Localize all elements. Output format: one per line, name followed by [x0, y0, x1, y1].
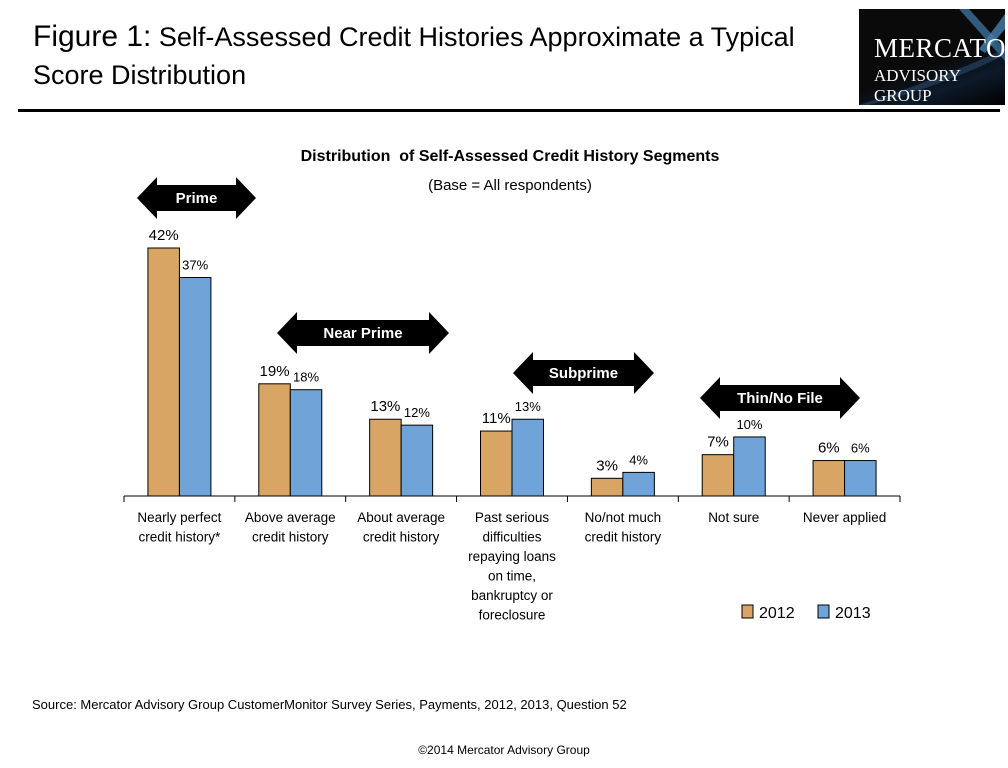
category-label: Not sure: [708, 510, 759, 525]
data-label: 13%: [370, 398, 400, 415]
category-label: Nearly perfect credit history*: [137, 510, 221, 545]
segment-arrow-prime: Prime: [137, 177, 256, 219]
double-arrow-icon: [700, 377, 860, 419]
category-label: Above average credit history: [245, 510, 336, 545]
figure-title: Figure 1: Self-Assessed Credit Histories…: [33, 18, 813, 94]
segment-arrow-thin-no-file: Thin/No File: [700, 377, 860, 419]
category-label: Past serious difficulties repaying loans on…: [468, 510, 556, 623]
legend-swatch-2013: [817, 604, 830, 619]
logo-swoosh-icon: [859, 9, 1005, 105]
logo-text-main: Mercator: [874, 33, 1005, 63]
data-label: 10%: [736, 417, 762, 432]
segment-label: Subprime: [549, 365, 618, 382]
double-arrow-icon: [513, 352, 654, 394]
category-label: No/not much credit history: [585, 510, 662, 545]
bar-2012: [147, 247, 180, 497]
chart-title: Distribution of Self-Assessed Credit His…: [300, 148, 720, 165]
category-label: About average credit history: [357, 510, 445, 545]
segment-arrow-subprime: Subprime: [513, 352, 654, 394]
legend-label: 2013: [835, 605, 871, 622]
bar-2012: [369, 418, 402, 497]
double-arrow-icon: [137, 177, 256, 219]
data-label: 18%: [293, 370, 319, 385]
data-label: 6%: [818, 440, 840, 457]
data-label: 11%: [482, 410, 511, 427]
bar-2012: [480, 430, 513, 497]
category-label: Never applied: [803, 510, 886, 525]
bar-2013: [400, 424, 434, 497]
data-label: 4%: [629, 452, 648, 467]
bar-2013: [622, 471, 655, 497]
segment-label: Near Prime: [323, 325, 402, 342]
mercator-logo: Mercator Advisory Group: [859, 9, 1005, 105]
data-label: 3%: [596, 457, 618, 474]
data-label: 7%: [707, 434, 729, 451]
bar-2012: [258, 383, 291, 497]
copyright: ©2014 Mercator Advisory Group: [418, 743, 590, 757]
double-arrow-icon: [277, 312, 449, 354]
data-label: 12%: [404, 405, 430, 420]
bar-2013: [289, 389, 323, 497]
segment-arrow-near-prime: Near Prime: [277, 312, 449, 354]
segment-label: Thin/No File: [737, 390, 823, 407]
logo-text-sub: Advisory Group: [874, 66, 961, 105]
figure-title-text: Self-Assessed Credit Histories Approxima…: [33, 22, 795, 90]
segment-label: Prime: [176, 190, 218, 207]
chart-subtitle: (Base = All respondents): [428, 177, 592, 194]
bar-2013: [733, 436, 766, 497]
bar-2012: [812, 460, 846, 497]
bar-2013: [511, 418, 544, 497]
figure-label: Figure 1:: [33, 20, 152, 53]
bar-2012: [701, 454, 735, 497]
data-label: 37%: [182, 258, 208, 273]
legend-swatch-2012: [741, 604, 754, 619]
bar-2013: [178, 277, 212, 497]
data-label: 19%: [260, 363, 290, 380]
bar-2012: [590, 477, 624, 497]
data-label: 13%: [515, 399, 541, 414]
title-divider: [18, 109, 1000, 112]
bar-2013: [844, 460, 877, 497]
legend-label: 2012: [759, 605, 795, 622]
data-label: 42%: [149, 227, 179, 244]
source-note: Source: Mercator Advisory Group Customer…: [32, 697, 627, 712]
data-label: 6%: [851, 441, 870, 456]
